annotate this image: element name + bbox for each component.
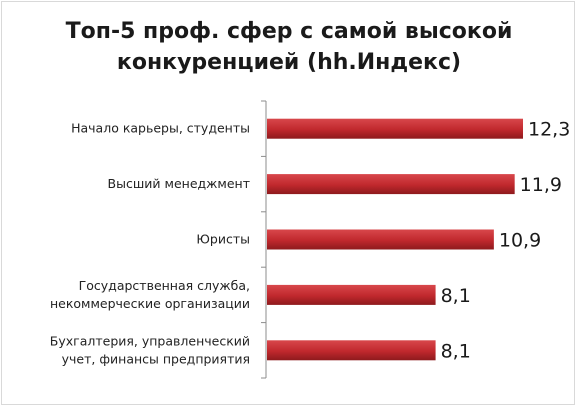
- data-label: 12,3: [528, 119, 570, 141]
- bar: [267, 118, 523, 139]
- data-label: 8,1: [441, 340, 471, 362]
- category-label: Начало карьеры, студенты: [71, 121, 250, 136]
- data-label: 10,9: [499, 230, 541, 252]
- chart-title-line-1: Топ-5 проф. сфер с самой высокой: [65, 19, 513, 44]
- bar: [267, 284, 436, 305]
- bar: [267, 174, 515, 195]
- chart-title: Топ-5 проф. сфер с самой высокой конкуре…: [0, 16, 578, 78]
- category-label: Бухгалтерия, управленческий учет, финансы…: [50, 333, 250, 366]
- data-label: 8,1: [441, 285, 471, 307]
- category-label: Высший менеджмент: [108, 176, 250, 191]
- data-label: 11,9: [520, 174, 562, 196]
- category-label: Государственная служба, некоммерческие ор…: [50, 278, 250, 311]
- category-label: Юристы: [196, 232, 250, 247]
- chart-title-line-2: конкуренцией (hh.Индекс): [116, 50, 462, 75]
- bar: [267, 340, 436, 361]
- bar: [267, 229, 494, 250]
